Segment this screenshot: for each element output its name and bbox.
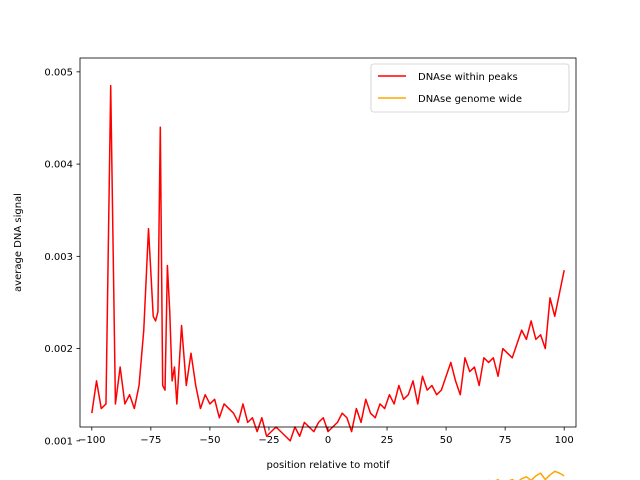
legend-label: DNAse within peaks bbox=[418, 72, 518, 83]
x-tick-label: −100 bbox=[78, 435, 105, 446]
y-tick-label: 0.001 bbox=[44, 436, 73, 447]
y-tick-label: 0.005 bbox=[44, 67, 73, 78]
y-tick-label: 0.002 bbox=[44, 344, 73, 355]
legend: DNAse within peaks DNAse genome wide bbox=[370, 63, 570, 113]
y-axis-ticks: 0.001 0.002 0.003 0.004 0.005 bbox=[44, 67, 80, 447]
y-tick-label: 0.003 bbox=[44, 252, 73, 263]
x-tick-label: 100 bbox=[555, 435, 574, 446]
x-tick-label: 0 bbox=[325, 435, 331, 446]
legend-label: DNAse genome wide bbox=[418, 94, 522, 105]
x-tick-label: 25 bbox=[381, 435, 394, 446]
legend-box bbox=[370, 63, 570, 113]
x-axis-ticks: −100 −75 −50 −25 0 25 50 75 100 bbox=[78, 427, 574, 446]
y-axis-label: average DNA signal bbox=[13, 193, 24, 292]
x-axis-label: position relative to motif bbox=[267, 460, 390, 471]
x-tick-label: 50 bbox=[440, 435, 453, 446]
x-tick-label: −75 bbox=[140, 435, 161, 446]
x-tick-label: −50 bbox=[199, 435, 220, 446]
plot-area bbox=[80, 58, 576, 427]
y-tick-label: 0.004 bbox=[44, 160, 73, 171]
x-tick-label: −25 bbox=[258, 435, 279, 446]
x-tick-label: 75 bbox=[499, 435, 512, 446]
